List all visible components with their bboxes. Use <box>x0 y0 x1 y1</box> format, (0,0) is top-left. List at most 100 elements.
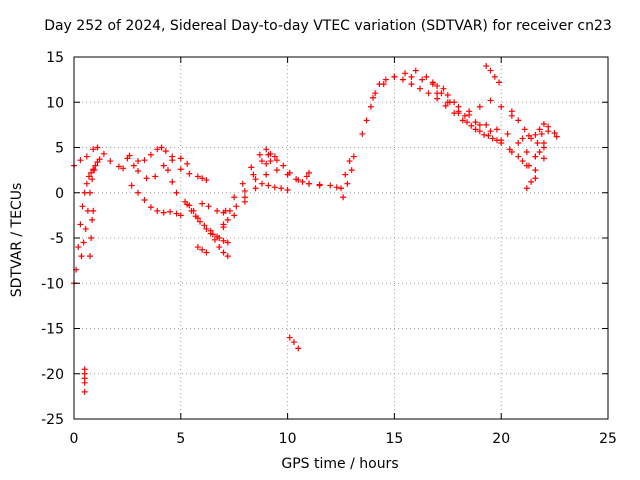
data-point <box>291 339 298 346</box>
data-point <box>545 123 552 130</box>
data-point <box>380 81 387 88</box>
data-point <box>370 94 377 101</box>
data-point <box>338 185 344 192</box>
data-point <box>216 244 223 251</box>
data-point <box>476 121 483 128</box>
series-arc-17 <box>222 146 270 214</box>
data-point <box>553 133 560 140</box>
data-point <box>476 103 483 110</box>
data-point <box>327 182 334 189</box>
data-point <box>538 130 545 137</box>
data-point <box>78 253 85 260</box>
y-tick-label: -20 <box>41 367 64 383</box>
data-point <box>299 178 306 185</box>
data-point <box>391 73 398 80</box>
data-point <box>92 162 99 169</box>
data-point <box>258 158 265 165</box>
data-point <box>107 158 114 165</box>
x-tick-label: 15 <box>385 431 403 447</box>
series-arc-27 <box>408 73 547 162</box>
data-point <box>521 126 528 133</box>
series-arc-12 <box>199 200 233 216</box>
data-point <box>293 176 300 183</box>
data-point <box>523 162 530 169</box>
series-arc-32 <box>519 128 560 142</box>
data-point <box>169 178 176 185</box>
data-point <box>342 171 349 178</box>
series-arc-3 <box>78 167 98 260</box>
data-point <box>472 126 479 133</box>
data-point <box>263 171 270 178</box>
data-point <box>412 67 419 74</box>
data-point <box>154 207 161 214</box>
data-point <box>184 160 191 167</box>
data-point <box>333 184 340 191</box>
data-point <box>263 146 270 153</box>
data-point <box>169 153 176 160</box>
data-point <box>295 345 302 352</box>
series-arc-31 <box>508 108 547 146</box>
data-point <box>94 144 101 151</box>
data-point <box>444 92 451 99</box>
data-point <box>248 164 255 171</box>
data-point <box>359 130 366 137</box>
data-point <box>100 150 107 157</box>
data-point <box>79 203 86 210</box>
data-point <box>305 169 312 176</box>
x-tick-label: 10 <box>279 431 297 447</box>
data-point <box>265 182 272 189</box>
data-point <box>216 235 223 241</box>
series-arc-7 <box>130 153 191 182</box>
data-point <box>147 204 154 211</box>
data-point <box>199 246 206 253</box>
data-point <box>515 117 522 124</box>
data-point <box>350 153 357 160</box>
data-point <box>485 132 492 139</box>
data-point <box>160 209 167 216</box>
data-point <box>207 230 214 237</box>
data-point <box>199 200 206 207</box>
data-point <box>487 128 494 135</box>
data-point <box>220 237 227 244</box>
data-point <box>423 73 430 80</box>
data-point <box>239 180 246 187</box>
data-point <box>220 224 227 231</box>
data-point <box>303 173 310 180</box>
data-point <box>83 180 90 187</box>
data-point <box>135 189 142 196</box>
data-point <box>91 167 98 174</box>
data-point <box>173 189 180 196</box>
data-point <box>252 185 259 192</box>
data-point <box>483 121 490 128</box>
data-point <box>224 239 231 246</box>
data-point <box>90 207 97 214</box>
data-point <box>402 70 409 77</box>
data-point <box>173 210 180 217</box>
data-point <box>96 156 103 163</box>
data-point <box>440 85 447 92</box>
data-point <box>528 178 535 185</box>
data-point <box>130 162 137 169</box>
series-arc-30 <box>483 63 503 86</box>
x-tick-label: 0 <box>70 431 79 447</box>
data-point <box>525 132 532 139</box>
data-point <box>267 158 274 165</box>
data-point <box>372 90 379 97</box>
data-point <box>224 253 231 260</box>
data-point <box>464 119 471 126</box>
data-point <box>408 81 415 88</box>
data-point <box>90 146 97 153</box>
data-point <box>348 167 355 174</box>
data-point <box>459 117 466 124</box>
data-point <box>252 176 259 183</box>
data-point <box>273 167 280 174</box>
data-point <box>211 236 218 243</box>
series-arc-9 <box>164 167 180 196</box>
data-point <box>162 148 169 155</box>
data-point <box>88 235 95 241</box>
data-point <box>536 149 543 156</box>
series-arc-23 <box>338 153 357 192</box>
data-point <box>519 135 526 142</box>
data-point <box>442 102 449 109</box>
data-point <box>408 73 415 80</box>
